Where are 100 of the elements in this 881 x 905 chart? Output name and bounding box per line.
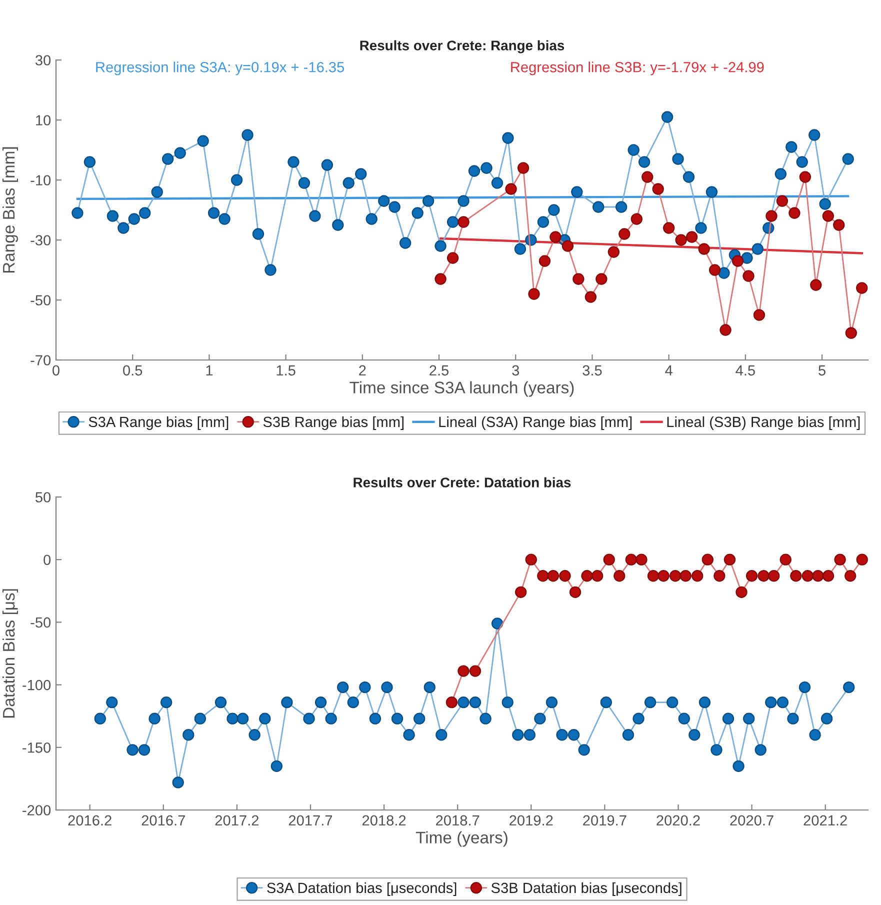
point [581,570,593,582]
y-tick-label: -70 [30,355,51,366]
point [550,231,562,243]
x-axis-title: Time since S3A launch (years) [350,381,574,397]
point [608,246,620,258]
y-tick-label: -50 [30,617,51,628]
point [714,570,726,582]
y-tick-label: -50 [30,295,51,306]
chart-title: Results over Crete: Range bias [360,40,564,54]
point [822,210,834,222]
x-tick-label: 3 [512,365,520,376]
point [458,216,470,228]
legend-label: S3A Range bias [mm] [88,416,228,430]
x-tick-label: 2021.2 [804,815,847,826]
point [720,324,732,336]
point [746,570,758,582]
point [758,570,770,582]
point [845,327,857,339]
point [525,554,537,566]
x-tick-label: 4 [665,365,672,376]
point [810,279,822,291]
x-tick-label: 2016.7 [142,815,185,826]
point [517,162,530,174]
point [663,222,675,234]
point [669,570,682,582]
point [753,309,766,321]
point [592,570,604,582]
point [702,554,714,566]
point [780,554,792,566]
point [658,570,670,582]
point [618,228,630,240]
x-tick-label: 1 [206,365,213,376]
y-tick-label: 0 [44,554,51,566]
point [446,696,458,708]
legend-label: S3B Datation bias [μseconds] [491,882,682,896]
chart-title: Results over Crete: Datation bias [354,477,571,488]
point [642,171,654,183]
point [569,586,582,598]
point [434,273,446,285]
x-tick-label: 0 [52,365,60,376]
y-tick-label: -200 [22,805,51,816]
y-tick-label: -10 [30,175,51,186]
point [584,291,597,303]
y-tick-label: -100 [22,680,51,690]
point [856,282,868,294]
legend-label: Lineal (S3A) Range bias [mm] [439,416,632,430]
y-tick-label: -150 [22,742,51,753]
point [562,240,574,252]
point [742,270,754,282]
x-tick-label: 3.5 [582,365,602,376]
x-axis-title: Time (years) [416,831,508,847]
y-tick-label: 10 [36,115,51,126]
legend-label: Lineal (S3B) Range bias [mm] [667,416,860,430]
point [732,255,744,267]
point [768,570,780,582]
point [505,183,517,195]
annotation: Regression line S3A: y=0.19x + -16.35 [96,62,344,76]
point [844,570,856,582]
x-tick-label: 2020.7 [730,815,774,826]
point [698,243,710,255]
point [822,570,834,582]
x-tick-label: 2018.7 [436,815,480,826]
y-axis-title: Datation Bias [μs] [2,589,18,718]
y-axis-title: Range Bias [mm] [2,147,18,273]
point [680,570,692,582]
point [766,210,778,222]
point [446,252,459,264]
point [515,586,527,598]
point [538,255,551,267]
x-tick-label: 5 [818,365,826,376]
point [790,570,802,582]
annotation: Regression line S3B: y=-1.79x + -24.99 [511,62,764,76]
x-tick-label: 2016.2 [68,815,112,826]
x-tick-label: 2019.2 [510,815,553,826]
x-tick-label: 2 [359,365,366,376]
point [537,570,549,582]
point [788,207,800,219]
y-tick-label: 50 [36,492,51,502]
y-tick-label: 30 [35,55,51,66]
x-tick-label: 0.5 [123,365,142,376]
point [458,665,470,677]
point [834,554,846,566]
point [469,665,482,677]
legend-label: S3A Datation bias [μseconds] [267,882,456,896]
point [647,570,660,582]
point [692,570,704,582]
x-tick-label: 2019.7 [583,815,626,826]
point [802,570,814,582]
point [614,570,626,582]
point [630,213,642,225]
point [596,273,608,285]
x-tick-label: 2020.2 [656,815,700,826]
x-tick-label: 2017.7 [288,815,332,826]
x-tick-label: 4.5 [736,365,755,376]
point [833,219,845,231]
point [559,570,571,582]
point [652,183,664,195]
point [675,234,687,246]
point [776,195,788,207]
point [799,171,812,183]
